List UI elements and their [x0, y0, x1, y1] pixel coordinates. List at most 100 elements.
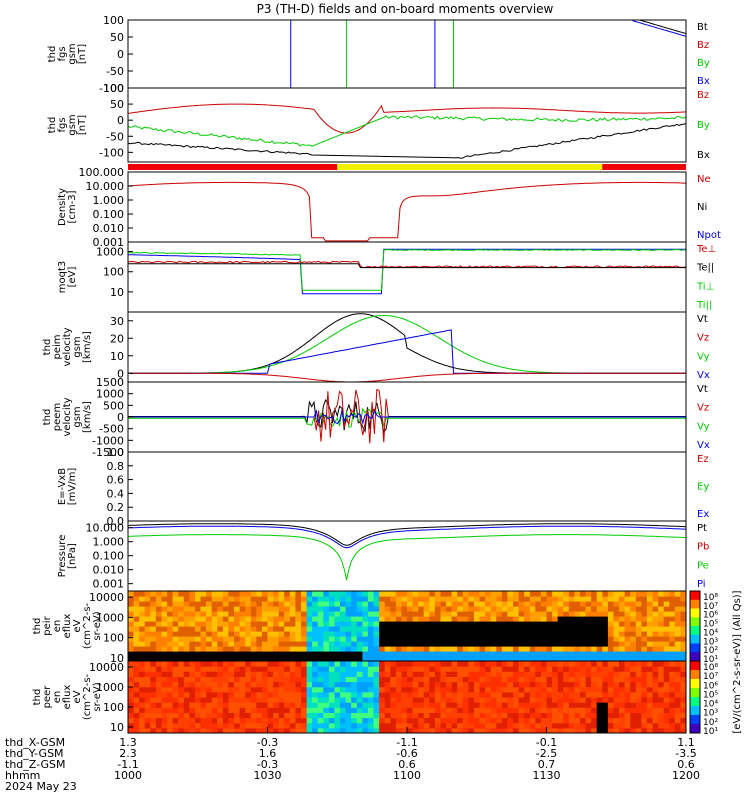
- spectrogram-cell: [468, 621, 475, 627]
- spectrogram-cell: [234, 702, 241, 708]
- spectrogram-cell: [535, 631, 542, 637]
- spectrogram-cell: [585, 717, 592, 724]
- spectrogram-cell: [189, 611, 196, 617]
- spectrogram-cell: [155, 591, 163, 597]
- spectrogram-cell: [468, 691, 475, 698]
- spectrogram-cell: [234, 596, 241, 602]
- colorbar-swatch: [690, 636, 700, 639]
- spectrogram-cell: [256, 661, 263, 667]
- spectrogram-cell: [563, 676, 570, 683]
- spectrogram-cell: [351, 661, 358, 667]
- spectrogram-cell: [278, 596, 285, 602]
- spectrogram-cell: [658, 666, 665, 672]
- spectrogram-cell: [301, 626, 308, 632]
- spectrogram-cell: [189, 601, 196, 607]
- y-tick-label: 0.8: [107, 460, 125, 473]
- spectrogram-cell: [429, 621, 436, 627]
- spectrogram-cell: [301, 671, 308, 677]
- spectrogram-cell: [641, 707, 648, 713]
- spectrogram-cell: [585, 631, 592, 637]
- spectrogram-cell: [256, 691, 263, 698]
- spectrogram-cell: [529, 646, 536, 652]
- spectrogram-cell: [440, 611, 447, 617]
- spectrogram-cell: [139, 591, 146, 597]
- spectrogram-cell: [580, 626, 587, 632]
- spectrogram-cell: [524, 601, 531, 607]
- spectrogram-cell: [412, 661, 419, 667]
- spectrogram-cell: [518, 661, 525, 667]
- spectrogram-cell: [390, 712, 397, 719]
- spectrogram-cell: [518, 631, 525, 637]
- spectrogram-cell: [552, 661, 559, 667]
- spectrogram-cell: [412, 671, 419, 677]
- spectrogram-cell: [669, 712, 676, 719]
- spectrogram-cell: [641, 671, 648, 677]
- spectrogram-cell: [144, 626, 151, 632]
- spectrogram-cell: [658, 606, 665, 612]
- spectrogram-cell: [501, 631, 509, 637]
- spectrogram-cell: [206, 707, 213, 713]
- spectrogram-cell: [289, 702, 296, 708]
- spectrogram-cell: [507, 616, 514, 622]
- spectrogram-cell: [128, 676, 135, 683]
- spectrogram-cell: [362, 606, 369, 612]
- spectrogram-cell: [641, 611, 648, 617]
- spectrogram-cell: [401, 722, 408, 729]
- spectrogram-cell: [479, 636, 486, 642]
- spectrogram-cell: [552, 707, 559, 713]
- spectrogram-cell: [546, 621, 553, 627]
- spectrogram-cell: [295, 601, 302, 607]
- spectrogram-cell: [239, 616, 246, 622]
- spectrogram-cell: [351, 691, 358, 698]
- colorbar-tick: 10⁶: [703, 681, 718, 691]
- spectrogram-cell: [144, 646, 151, 652]
- spectrogram-cell: [446, 702, 453, 708]
- y-axis-label: [mV/m]: [67, 468, 78, 506]
- spectrogram-cell: [373, 661, 380, 667]
- spectrogram-cell: [356, 651, 363, 657]
- spectrogram-cell: [440, 681, 447, 688]
- spectrogram-cell: [128, 671, 135, 677]
- spectrogram-cell: [524, 596, 531, 602]
- spectrogram-cell: [518, 681, 525, 688]
- spectrogram-cell: [278, 671, 285, 677]
- spectrogram-cell: [674, 676, 681, 683]
- spectrogram-cell: [674, 596, 681, 602]
- spectrogram-cell: [518, 702, 525, 708]
- spectrogram-cell: [301, 702, 308, 708]
- spectrogram-cell: [167, 691, 174, 698]
- spectrogram-cell: [535, 702, 542, 708]
- colorbar-swatch: [690, 599, 700, 602]
- spectrogram-cell: [217, 722, 224, 729]
- colorbar-swatch: [690, 655, 700, 658]
- spectrogram-cell: [356, 676, 363, 683]
- spectrogram-cell: [440, 626, 447, 632]
- spectrogram-cell: [540, 717, 548, 724]
- spectrogram-cell: [328, 666, 336, 672]
- mode-bar-segment: [337, 164, 603, 170]
- spectrogram-cell: [200, 697, 207, 703]
- spectrogram-cell: [524, 666, 531, 672]
- spectrogram-cell: [206, 717, 213, 724]
- colorbar-swatch: [690, 688, 700, 691]
- spectrogram-cell: [641, 727, 648, 733]
- spectrogram-cell: [468, 596, 475, 602]
- spectrogram-cell: [150, 671, 157, 677]
- spectrogram-cell: [301, 641, 308, 647]
- spectrogram-cell: [524, 702, 531, 708]
- spectrogram-cell: [195, 611, 202, 617]
- spectrogram-cell: [496, 606, 503, 612]
- spectrogram-cell: [128, 646, 135, 652]
- spectrogram-cell: [167, 631, 174, 637]
- spectrogram-cell: [351, 636, 358, 642]
- spectrogram-cell: [340, 616, 347, 622]
- spectrogram-cell: [407, 691, 414, 698]
- spectrogram-cell: [289, 681, 296, 688]
- spectrogram-cell: [552, 691, 559, 698]
- y-tick-label: 50: [110, 98, 124, 111]
- spectrogram-cell: [446, 717, 453, 724]
- spectrogram-cell: [635, 666, 642, 672]
- spectrogram-cell: [585, 641, 592, 647]
- spectrogram-cell: [546, 681, 553, 688]
- spectrogram-cell: [345, 661, 352, 667]
